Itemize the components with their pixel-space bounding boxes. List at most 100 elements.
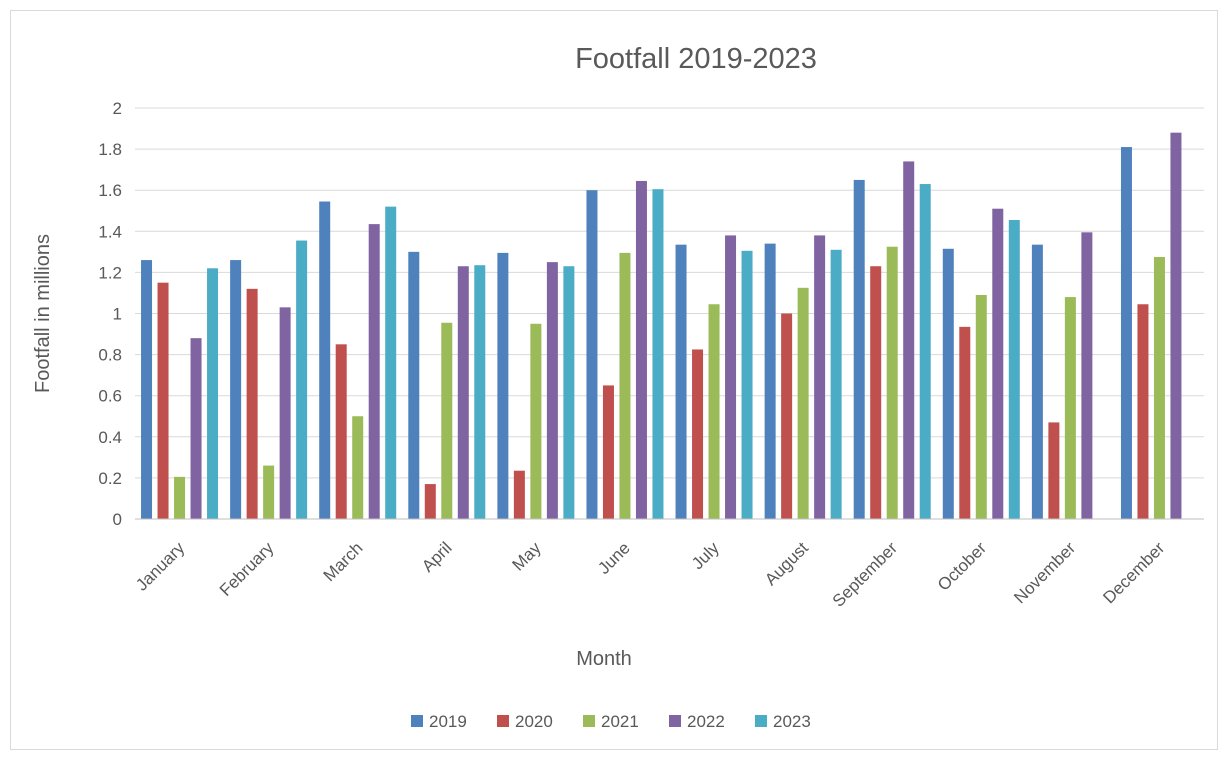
bar-2021-august [797,287,809,519]
chart-frame: Footfall 2019-2023 0 0.2 0.4 0.6 0.8 1 1.2 1.4 1… [10,10,1218,750]
bar-2020-may [513,470,525,519]
bar-2022-april [457,266,469,519]
bar-2023-may [563,266,575,519]
bar-2021-september [886,246,898,519]
x-tick-label: September [829,538,901,610]
y-tick-label: 1.4 [98,222,122,241]
bar-2019-october [942,248,954,519]
bar-2020-june [602,385,614,519]
bar-2022-january [190,338,202,519]
bar-2022-december [1170,132,1182,519]
bar-2021-january [174,476,186,519]
bar-2021-december [1153,256,1165,519]
bar-2020-april [424,484,436,519]
bar-2022-october [992,208,1004,519]
bar-2023-january [207,268,219,519]
x-tick-label: August [761,538,812,589]
legend-swatch-2019 [411,715,423,727]
bar-2022-august [814,235,826,519]
bar-2022-march [368,224,380,520]
bar-2020-july [692,349,704,519]
bar-2022-july [725,235,737,519]
legend: 2019 2020 2021 2022 2023 [411,712,811,731]
bar-2020-september [870,266,882,519]
bar-2019-june [586,190,598,519]
y-axis-title: Footfall in millions [32,234,54,393]
bar-2021-may [530,323,542,519]
chart-title: Footfall 2019-2023 [575,43,817,75]
bar-2020-october [959,326,971,519]
y-tick-label: 2 [113,99,122,118]
bar-2019-august [764,243,776,519]
bar-2019-february [230,260,242,519]
bar-2020-february [246,288,258,519]
x-tick-label: November [1010,538,1079,607]
x-tick-label: July [688,538,723,573]
legend-label-2023: 2023 [773,712,811,731]
x-axis-ticks: January February March April May June July Augu… [132,538,1168,611]
legend-label-2021: 2021 [601,712,639,731]
bar-2020-january [157,282,169,519]
legend-swatch-2020 [497,715,509,727]
x-tick-label: January [132,538,189,595]
bar-2019-september [853,179,865,520]
x-tick-label: March [320,538,367,585]
bar-2022-february [279,307,291,519]
bar-2021-july [708,304,720,519]
bar-2021-june [619,252,631,519]
bar-2021-february [263,465,275,519]
x-tick-label: December [1099,538,1168,607]
x-axis-title: Month [576,648,632,670]
bar-2023-september [919,184,931,519]
x-tick-label: June [594,538,634,578]
gridlines [135,107,1204,479]
bar-2020-march [335,344,347,519]
y-tick-label: 0.4 [98,428,122,447]
bar-2022-september [903,161,915,519]
bar-2023-october [1008,219,1020,519]
x-tick-label: April [418,538,455,575]
y-tick-label: 1.8 [98,140,122,159]
bar-2019-may [497,252,509,519]
bar-2021-november [1064,297,1076,519]
x-tick-label: May [509,538,545,574]
y-tick-label: 0.2 [98,469,122,488]
bar-2019-july [675,244,687,519]
bar-2020-august [781,313,793,519]
bar-2019-january [141,260,153,519]
bar-2023-july [741,250,753,519]
bar-chart: Footfall 2019-2023 0 0.2 0.4 0.6 0.8 1 1.2 1.4 1… [32,43,1204,731]
y-tick-label: 0 [113,510,122,529]
legend-swatch-2021 [583,715,595,727]
bars [141,132,1182,520]
legend-swatch-2023 [755,715,767,727]
y-tick-label: 1.6 [98,181,122,200]
legend-label-2020: 2020 [515,712,553,731]
bar-2023-february [296,240,308,520]
bar-2023-march [385,206,397,519]
bar-2022-november [1081,232,1093,519]
bar-2019-march [319,201,331,519]
x-tick-label: February [216,538,278,600]
y-tick-label: 1.2 [98,263,122,282]
legend-swatch-2022 [669,715,681,727]
bar-2023-august [830,249,842,520]
bar-2021-april [441,322,453,519]
x-tick-label: October [934,538,990,594]
bar-2023-june [652,189,664,520]
bar-2021-october [975,295,987,519]
bar-2022-may [546,262,558,519]
y-tick-label: 1 [113,305,122,324]
bar-2022-june [635,180,647,519]
bar-2020-november [1048,422,1060,519]
bar-2021-march [352,416,364,519]
legend-label-2022: 2022 [687,712,725,731]
bar-2019-november [1031,244,1043,519]
bar-2023-april [474,265,486,519]
y-tick-label: 0.6 [98,387,122,406]
y-tick-label: 0.8 [98,346,122,365]
bar-2019-april [408,251,420,519]
bar-2019-december [1120,147,1132,520]
y-axis-ticks: 0 0.2 0.4 0.6 0.8 1 1.2 1.4 1.6 1.8 2 [98,99,122,529]
legend-label-2019: 2019 [429,712,467,731]
